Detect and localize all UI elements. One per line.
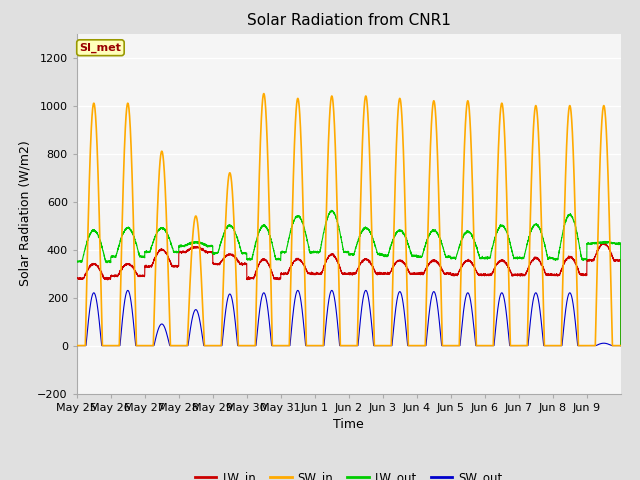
Y-axis label: Solar Radiation (W/m2): Solar Radiation (W/m2) [19,141,32,287]
Text: SI_met: SI_met [79,43,122,53]
Title: Solar Radiation from CNR1: Solar Radiation from CNR1 [247,13,451,28]
Legend: LW_in, SW_in, LW_out, SW_out: LW_in, SW_in, LW_out, SW_out [191,466,507,480]
X-axis label: Time: Time [333,418,364,431]
